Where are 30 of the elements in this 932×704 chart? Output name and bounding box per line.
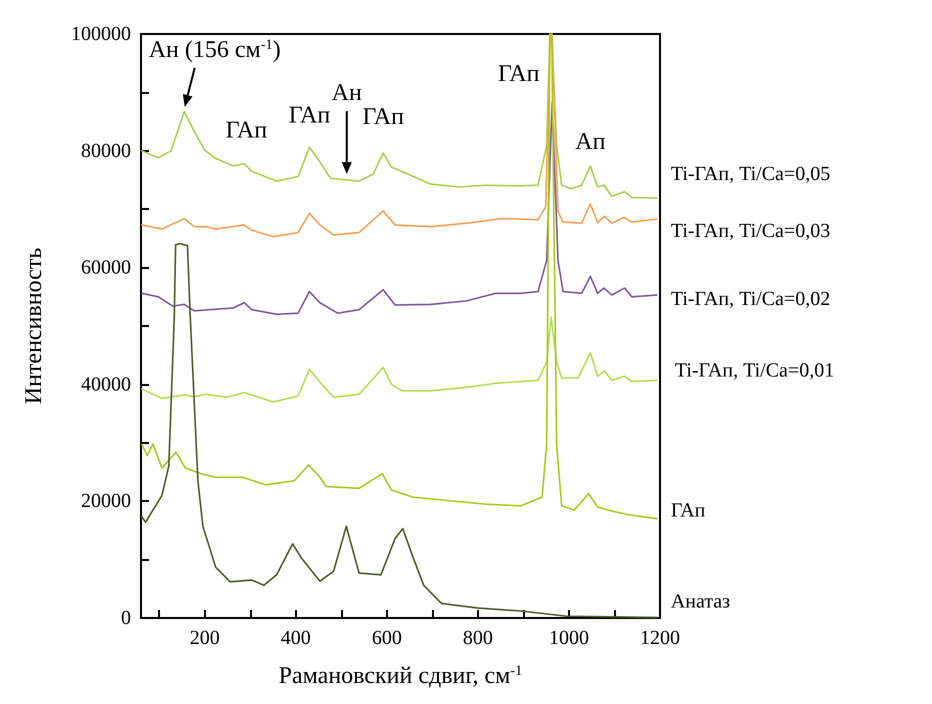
series-label: Ti-ГАп, Ti/Ca=0,05 <box>670 163 830 186</box>
series-label: Анатаз <box>670 590 730 612</box>
series-label: Ti-ГАп, Ti/Ca=0,01 <box>674 359 834 382</box>
line-series <box>141 316 658 403</box>
annotation: Ан <box>332 80 362 106</box>
x-tick-label: 400 <box>280 627 311 649</box>
x-tick-label: 800 <box>462 627 493 649</box>
series-label: Ti-ГАп, Ti/Ca=0,03 <box>670 220 830 242</box>
y-tick-label: 20000 <box>81 490 131 512</box>
y-tick-label: 100000 <box>71 23 131 45</box>
series-label: ГАп <box>670 500 706 522</box>
line-series <box>141 102 658 316</box>
series-label: Ti-ГАп, Ti/Ca=0,02 <box>670 288 830 310</box>
y-tick-label: 80000 <box>81 140 131 162</box>
line-series <box>141 242 658 618</box>
line-series <box>141 33 658 238</box>
annotation: ГАп <box>498 61 540 87</box>
x-tick-label: 200 <box>190 627 220 649</box>
line-series <box>141 33 658 520</box>
y-tick-label: 40000 <box>81 373 131 396</box>
annotation: Ап <box>575 128 606 155</box>
annotation: ГАп <box>226 117 268 144</box>
x-tick-label: 600 <box>372 627 402 649</box>
x-tick-label: 1200 <box>640 627 680 649</box>
annotation: ГАп <box>362 104 404 130</box>
y-tick-label: 0 <box>121 607 131 629</box>
y-tick-label: 60000 <box>81 256 131 279</box>
y-axis-title: Интенсивность <box>21 248 47 404</box>
x-tick-label: 1000 <box>548 627 589 649</box>
annotation: ГАп <box>288 102 330 128</box>
